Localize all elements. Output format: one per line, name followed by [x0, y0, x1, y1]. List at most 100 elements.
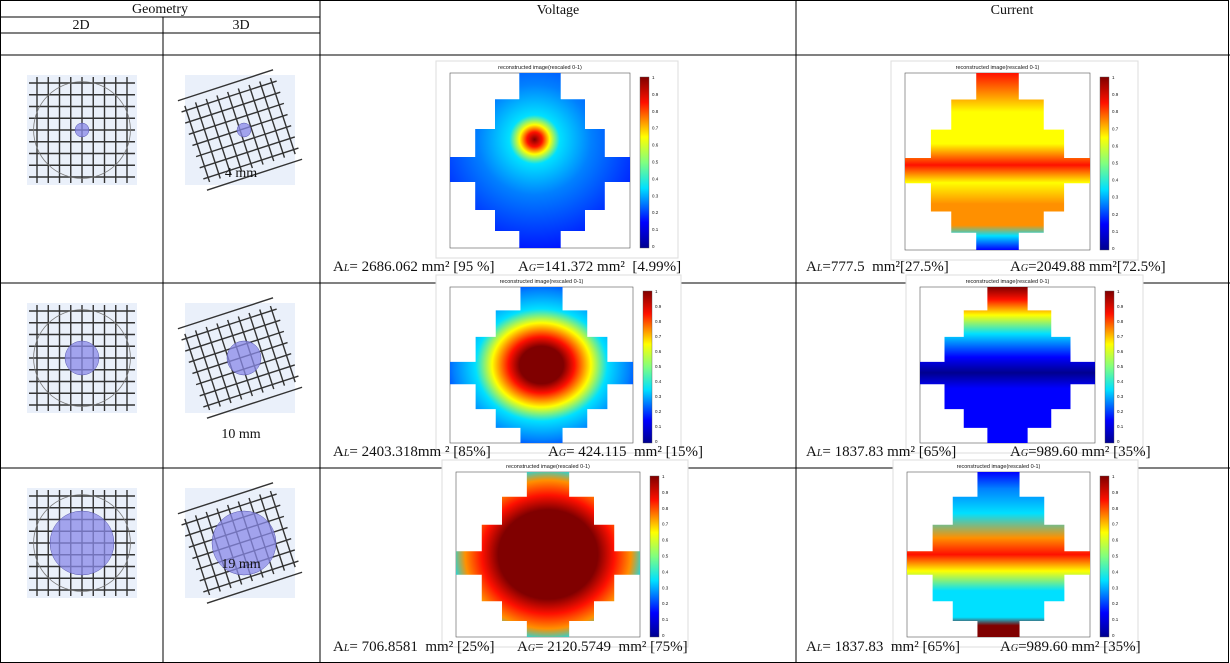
colorbar-tick-label: 0.9 — [1112, 490, 1119, 495]
table-figure: Geometry 2D 3D Voltage Current 4 mm recon… — [0, 0, 1230, 663]
colorbar-tick-label: 0.8 — [655, 319, 662, 324]
area-symbol: A — [548, 444, 559, 460]
header-geometry: Geometry — [132, 2, 188, 17]
area-text: = 2686.062 mm² [95 %] — [349, 259, 494, 275]
header-current: Current — [991, 3, 1034, 18]
colorbar-tick-label: 0.1 — [1117, 424, 1124, 429]
area-caption: AG= 2120.5749 mm² [75%] — [517, 639, 688, 655]
area-subscript: G — [529, 263, 536, 274]
size-label: 10 mm — [221, 427, 260, 442]
colorbar-tick-label: 0.9 — [1117, 304, 1124, 309]
area-text: = 2403.318mm ² [85%] — [349, 444, 490, 460]
area-caption: AL= 1837.83 mm² [65%] — [806, 639, 960, 655]
plot-title: reconstructed image(rescaled 0-1) — [498, 65, 582, 71]
colorbar-tick-label: 0.1 — [1112, 617, 1119, 622]
colorbar-tick-label: 0.5 — [1112, 554, 1119, 559]
colorbar-tick-label: 0.3 — [1112, 585, 1119, 590]
plot-title: reconstructed image(rescaled 0-1) — [956, 65, 1040, 71]
area-subscript: G — [1021, 448, 1028, 459]
colorbar-tick-label: 0.4 — [655, 379, 662, 384]
area-symbol: A — [1010, 259, 1021, 275]
area-text: = 1837.83 mm² [65%] — [822, 639, 960, 655]
colorbar-tick-label: 0.7 — [662, 522, 669, 527]
area-text: = 1837.83 mm² [65%] — [822, 444, 956, 460]
area-symbol: A — [333, 259, 344, 275]
colorbar-tick-label: 0.3 — [1112, 195, 1119, 200]
colorbar-tick-label: 0.1 — [652, 227, 659, 232]
colorbar-tick-label: 0.6 — [652, 143, 659, 148]
colorbar-tick-label: 0.6 — [1117, 349, 1124, 354]
colorbar-tick-label: 0.3 — [1117, 394, 1124, 399]
area-text: =141.372 mm² [4.99%] — [536, 259, 681, 275]
area-text: =989.60 mm² [35%] — [1028, 444, 1151, 460]
size-label: 4 mm — [225, 166, 257, 181]
area-symbol: A — [518, 259, 529, 275]
colorbar-tick-label: 0.2 — [1112, 601, 1119, 606]
area-symbol: A — [333, 639, 344, 655]
colorbar-tick-label: 0.5 — [652, 160, 659, 165]
colorbar-tick-label: 0.9 — [655, 304, 662, 309]
colorbar-tick-label: 0.8 — [1112, 506, 1119, 511]
area-text: = 706.8581 mm² [25%] — [349, 639, 494, 655]
colorbar-tick-label: 0.9 — [1112, 92, 1119, 97]
area-text: =2049.88 mm²[72.5%] — [1028, 259, 1166, 275]
area-subscript: G — [1011, 643, 1018, 654]
area-caption: AG=989.60 mm² [35%] — [1000, 639, 1141, 655]
colorbar — [1100, 476, 1109, 637]
size-label: 19 mm — [221, 557, 260, 572]
colorbar-tick-label: 0.7 — [1112, 126, 1119, 131]
colorbar-tick-label: 0.2 — [655, 409, 662, 414]
area-subscript: G — [559, 448, 566, 459]
plot-title: reconstructed image(rescaled 0-1) — [506, 464, 590, 470]
geometry-image — [27, 75, 137, 185]
colorbar — [1105, 291, 1114, 443]
colorbar — [1100, 77, 1109, 250]
area-symbol: A — [517, 639, 528, 655]
colorbar — [650, 476, 659, 637]
area-subscript: G — [1021, 263, 1028, 274]
colorbar-tick-label: 0.8 — [1117, 319, 1124, 324]
colorbar-tick-label: 0.2 — [662, 601, 669, 606]
header-voltage: Voltage — [537, 3, 580, 18]
colorbar-tick-label: 0.8 — [1112, 109, 1119, 114]
colorbar-tick-label: 0.8 — [652, 109, 659, 114]
colorbar-tick-label: 0.2 — [1112, 212, 1119, 217]
colorbar-tick-label: 0.1 — [662, 617, 669, 622]
area-caption: AL= 706.8581 mm² [25%] — [333, 639, 494, 655]
colorbar-tick-label: 0.5 — [655, 364, 662, 369]
colorbar-tick-label: 0.9 — [652, 92, 659, 97]
area-symbol: A — [806, 444, 817, 460]
colorbar — [640, 77, 649, 248]
plot-title: reconstructed image(rescaled 0-1) — [957, 464, 1041, 470]
colorbar-tick-label: 0.1 — [1112, 229, 1119, 234]
area-caption: AL=777.5 mm²[27.5%] — [806, 259, 949, 275]
colorbar-tick-label: 0.6 — [1112, 143, 1119, 148]
area-symbol: A — [1000, 639, 1011, 655]
header-3d: 3D — [232, 18, 249, 33]
area-symbol: A — [1010, 444, 1021, 460]
colorbar-tick-label: 0.2 — [1117, 409, 1124, 414]
area-text: = 424.115 mm² [15%] — [566, 444, 703, 460]
header-2d: 2D — [72, 18, 89, 33]
colorbar-tick-label: 0.5 — [1112, 161, 1119, 166]
area-caption: AL= 1837.83 mm² [65%] — [806, 444, 956, 460]
colorbar-tick-label: 0.6 — [662, 538, 669, 543]
area-caption: AG= 424.115 mm² [15%] — [548, 444, 703, 460]
colorbar-tick-label: 0.4 — [1112, 569, 1119, 574]
colorbar-tick-label: 0.3 — [655, 394, 662, 399]
colorbar-tick-label: 0.6 — [655, 349, 662, 354]
colorbar-tick-label: 0.4 — [662, 569, 669, 574]
area-text: =989.60 mm² [35%] — [1018, 639, 1141, 655]
area-caption: AL= 2403.318mm ² [85%] — [333, 444, 491, 460]
plot-title: reconstructed image(rescaled 0-1) — [966, 279, 1050, 285]
area-subscript: G — [528, 643, 535, 654]
colorbar-tick-label: 0.4 — [1117, 379, 1124, 384]
area-caption: AL= 2686.062 mm² [95 %] — [333, 259, 494, 275]
colorbar-tick-label: 0.7 — [655, 334, 662, 339]
colorbar-tick-label: 0.2 — [652, 210, 659, 215]
colorbar-tick-label: 0.7 — [1112, 522, 1119, 527]
area-text: = 2120.5749 mm² [75%] — [535, 639, 688, 655]
colorbar-tick-label: 0.1 — [655, 424, 662, 429]
colorbar-tick-label: 0.6 — [1112, 538, 1119, 543]
area-caption: AG=989.60 mm² [35%] — [1010, 444, 1151, 460]
